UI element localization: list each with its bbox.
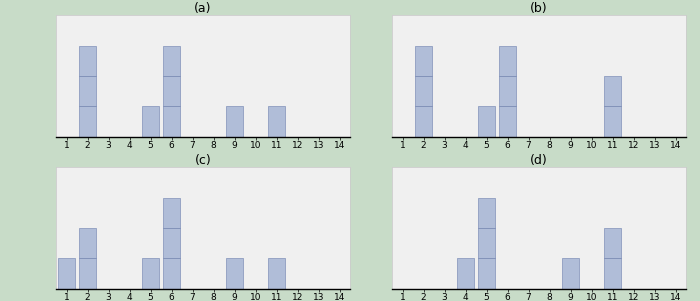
Bar	[561, 259, 580, 289]
Title: (b): (b)	[530, 2, 548, 15]
Bar	[267, 107, 286, 137]
Bar	[78, 76, 97, 107]
Bar	[603, 228, 622, 259]
Bar	[477, 228, 496, 259]
Bar	[456, 259, 475, 289]
Bar	[162, 76, 181, 107]
Bar	[477, 107, 496, 137]
Bar	[78, 45, 97, 76]
Bar	[162, 197, 181, 228]
Bar	[78, 228, 97, 259]
Bar	[141, 259, 160, 289]
Bar	[78, 107, 97, 137]
Bar	[603, 76, 622, 107]
Bar	[162, 107, 181, 137]
Bar	[267, 259, 286, 289]
Bar	[498, 107, 517, 137]
Title: (c): (c)	[195, 154, 211, 167]
Bar	[498, 76, 517, 107]
Bar	[57, 259, 76, 289]
Bar	[414, 45, 433, 76]
Bar	[225, 107, 244, 137]
Bar	[78, 259, 97, 289]
Title: (a): (a)	[195, 2, 211, 15]
Bar	[477, 197, 496, 228]
Bar	[603, 259, 622, 289]
Bar	[162, 228, 181, 259]
Bar	[414, 76, 433, 107]
Bar	[477, 259, 496, 289]
Bar	[498, 45, 517, 76]
Title: (d): (d)	[530, 154, 548, 167]
Bar	[162, 259, 181, 289]
Bar	[225, 259, 244, 289]
Bar	[414, 107, 433, 137]
Bar	[162, 45, 181, 76]
Bar	[603, 107, 622, 137]
Bar	[141, 107, 160, 137]
